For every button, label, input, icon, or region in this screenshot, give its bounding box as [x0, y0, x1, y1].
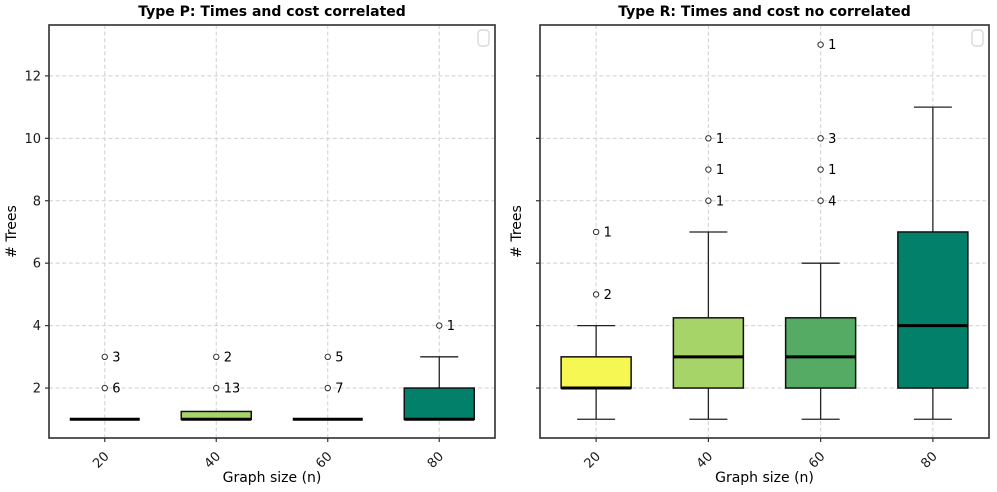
x-axis-label: Graph size (n): [223, 470, 322, 486]
outlier-count-label: 5: [335, 350, 343, 365]
outlier-count-label: 13: [224, 382, 241, 397]
outlier-point: [705, 135, 712, 142]
outlier-point: [592, 291, 600, 298]
outlier-count-label: 1: [828, 38, 836, 53]
y-tick-label: 10: [24, 132, 41, 147]
outlier-point: [101, 384, 108, 392]
x-axis-label: Graph size (n): [715, 470, 814, 486]
outlier-count-label: 6: [112, 382, 120, 397]
outlier-count-label: 2: [224, 350, 232, 365]
subplot-title: Type R: Times and cost no correlated: [618, 4, 911, 20]
box-rect: [560, 356, 632, 389]
outlier-count-label: 1: [716, 132, 724, 147]
outlier-point: [705, 166, 712, 173]
box-group-40: 2 13: [180, 350, 252, 421]
box-rect: [672, 317, 745, 389]
outlier-count-label: 7: [335, 382, 343, 397]
y-tick-label: 4: [33, 319, 41, 334]
outlier-point: [705, 197, 712, 204]
box-group-80: [897, 106, 969, 420]
x-tick-label: 60: [806, 449, 828, 471]
y-axis-label: # Trees: [509, 205, 525, 258]
outlier-point: [817, 166, 824, 173]
outlier-count-label: 1: [828, 163, 836, 178]
x-tick-label: 80: [918, 449, 940, 471]
outlier-point: [324, 384, 331, 392]
y-tick-label: 12: [24, 69, 41, 84]
axes-border: [48, 24, 496, 439]
box-group-60: 57: [292, 350, 363, 421]
x-tick-label: 20: [582, 449, 604, 471]
x-tick-label: 40: [202, 449, 224, 471]
y-tick-label: 2: [33, 382, 41, 397]
outlier-count-label: 1: [716, 194, 724, 209]
outlier-count-label: 1: [604, 225, 612, 240]
outlier-count-label: 3: [828, 132, 836, 147]
outlier-point: [817, 197, 824, 204]
outlier-count-label: 1: [716, 163, 724, 178]
outlier-count-label: 4: [828, 194, 836, 209]
legend-empty: [477, 29, 490, 47]
box-group-40: 1 1 1: [672, 132, 745, 420]
x-tick-label: 60: [313, 449, 335, 471]
x-tick-label: 40: [694, 449, 716, 471]
box-group-20: 12: [560, 225, 632, 420]
outlier-point: [592, 228, 600, 236]
outlier-point: [213, 384, 220, 392]
outlier-point: [436, 322, 443, 329]
box-group-20: 36: [69, 350, 140, 421]
x-tick-label: 20: [90, 449, 112, 471]
subplot-title: Type P: Times and cost correlated: [138, 4, 406, 20]
outlier-point: [101, 353, 108, 361]
y-tick-label: 8: [33, 194, 41, 209]
outlier-point: [817, 135, 824, 142]
outlier-count-label: 2: [604, 288, 612, 303]
legend-empty: [971, 29, 984, 47]
box-group-60: 1 3 1 4: [784, 38, 857, 420]
outlier-point: [213, 353, 220, 361]
outlier-point: [817, 41, 824, 48]
outlier-count-label: 1: [447, 319, 455, 334]
box-rect: [403, 387, 475, 421]
box-group-80: 1: [403, 319, 475, 421]
box-rect: [784, 317, 857, 389]
outlier-count-label: 3: [112, 350, 120, 365]
x-tick-label: 80: [425, 449, 447, 471]
y-tick-label: 6: [33, 257, 41, 272]
y-axis-label: # Trees: [4, 205, 20, 258]
outlier-point: [324, 353, 331, 361]
axes-border: [539, 24, 990, 439]
box-rect: [897, 231, 969, 389]
